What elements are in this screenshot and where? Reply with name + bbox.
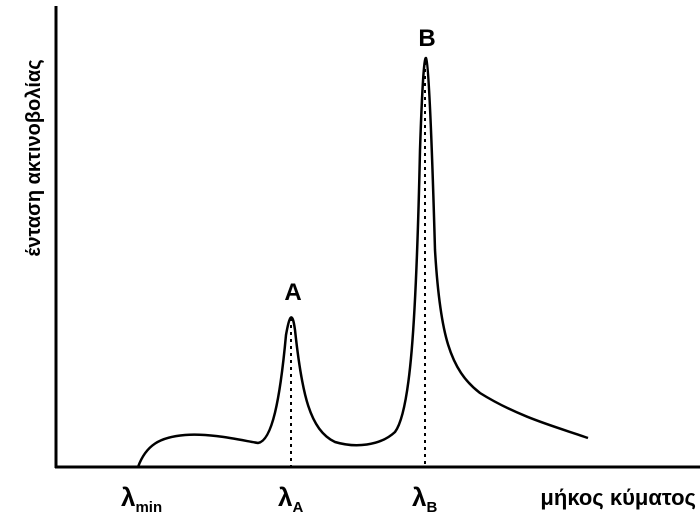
lambda-b-symbol: λ [412,482,427,512]
lambda-b-subscript: B [426,499,437,516]
lambda-a-subscript: A [292,499,303,516]
lambda-min-label: λmin [121,482,162,516]
peak-b-label: B [418,25,435,52]
y-axis-label: ένταση ακτινοβολίας [23,59,45,256]
peak-a-label: A [284,279,301,306]
lambda-a-label: λA [278,482,303,516]
lambda-a-symbol: λ [278,482,293,512]
spectrum-curve [136,56,589,468]
lambda-min-subscript: min [135,499,162,516]
lambda-b-label: λB [412,482,437,516]
x-axis-label: μήκος κύματος [540,485,696,510]
lambda-min-symbol: λ [121,482,136,512]
